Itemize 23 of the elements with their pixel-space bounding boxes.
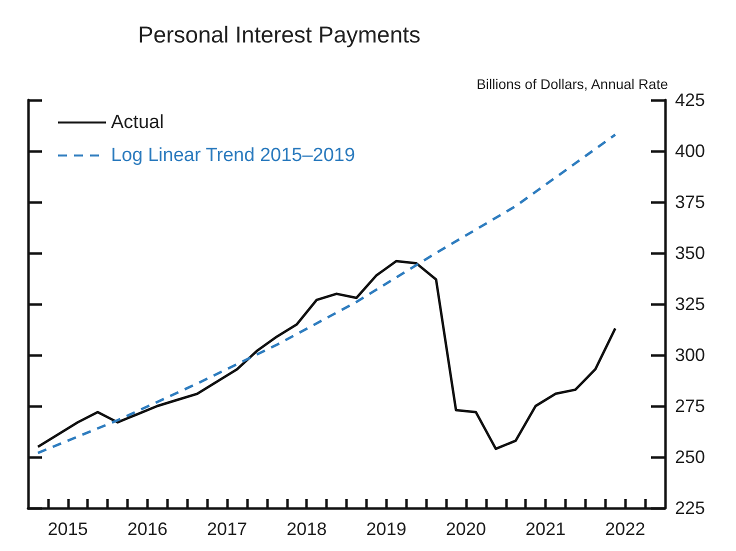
x-tick-label: 2022 bbox=[605, 519, 646, 539]
x-tick-label: 2021 bbox=[526, 519, 566, 539]
y-tick-label: 375 bbox=[675, 192, 706, 212]
y-tick-label: 325 bbox=[675, 294, 706, 314]
line-series bbox=[36, 133, 616, 454]
x-tick-label: 2020 bbox=[446, 519, 486, 539]
x-tick-label: 2019 bbox=[366, 519, 406, 539]
y-tick-label: 300 bbox=[675, 345, 706, 365]
y-tick-label: 275 bbox=[675, 396, 706, 416]
x-tick-label: 2018 bbox=[286, 519, 327, 539]
line-series bbox=[36, 260, 616, 450]
chart-title: Personal Interest Payments bbox=[138, 22, 421, 48]
legend-label: Actual bbox=[111, 112, 164, 133]
y-tick-label: 400 bbox=[675, 141, 706, 161]
x-tick-label: 2017 bbox=[207, 519, 248, 539]
y-tick-label: 250 bbox=[675, 447, 706, 467]
y-tick-label: 425 bbox=[675, 90, 706, 110]
legend-label: Log Linear Trend 2015–2019 bbox=[111, 145, 356, 166]
y-tick-label: 350 bbox=[675, 243, 706, 263]
y-tick-label: 225 bbox=[675, 498, 706, 518]
x-tick-label: 2015 bbox=[48, 519, 88, 539]
x-tick-label: 2016 bbox=[127, 519, 168, 539]
y-axis-title: Billions of Dollars, Annual Rate bbox=[476, 76, 668, 92]
